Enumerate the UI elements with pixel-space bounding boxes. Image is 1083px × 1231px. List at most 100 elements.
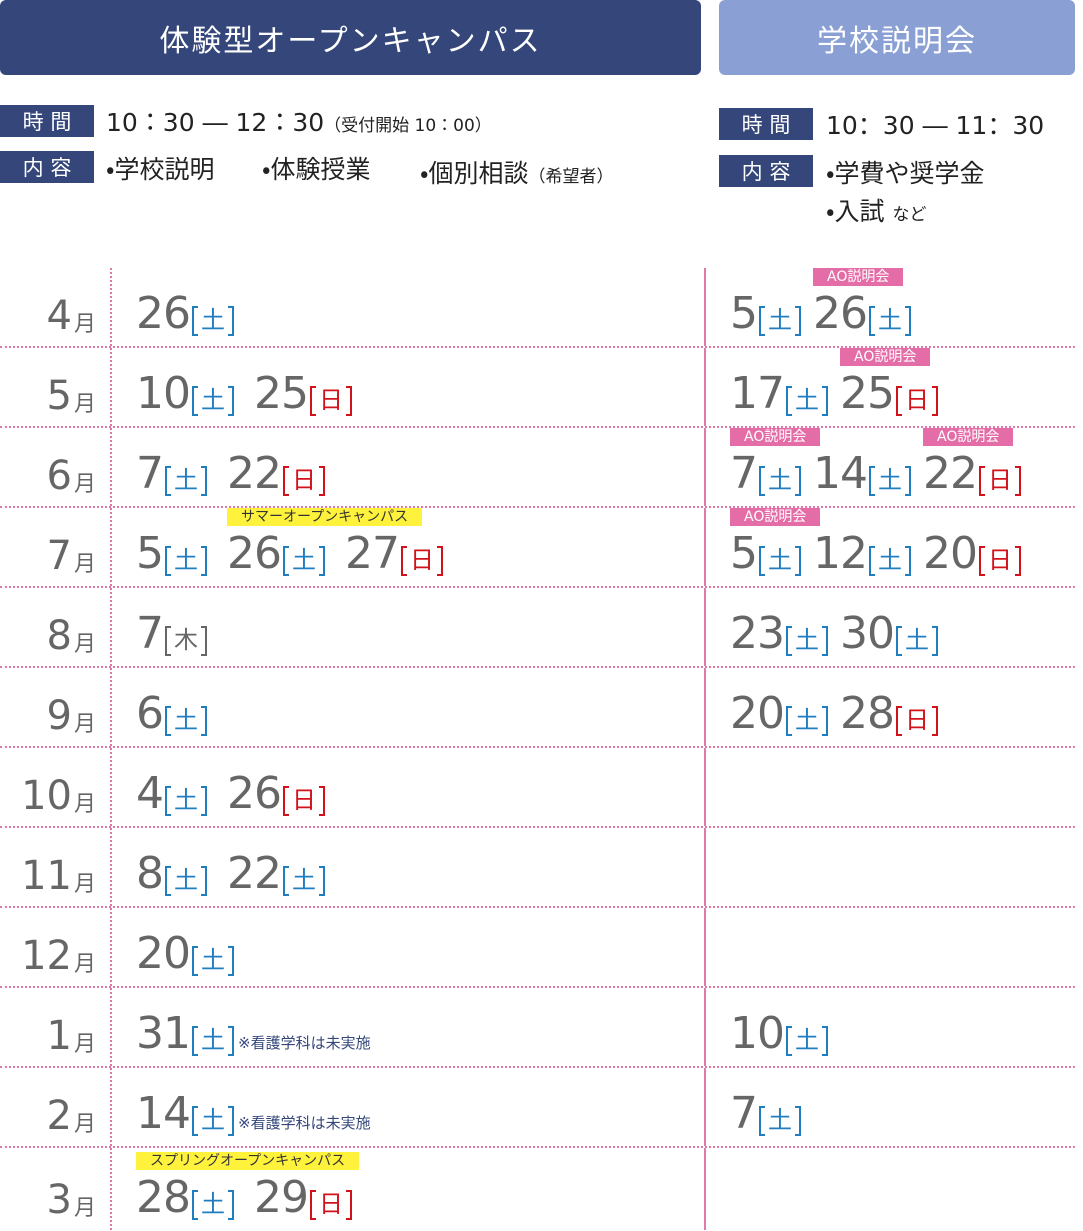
event-tag: スプリングオープンキャンパス [136, 1152, 360, 1170]
day: 23 [730, 608, 785, 659]
weekday: 土 [192, 306, 234, 336]
schedule-table: 4 月 26 土 5 土 26 土 AO説明会 5 月 10 土 25 日 17 土 25 日 AO説明会 6 月 7 土 22… [0, 268, 1075, 1230]
day: 27 [345, 528, 400, 579]
month-suffix: 月 [73, 632, 96, 657]
briefing-dates: 10 土 [706, 988, 1075, 1066]
date: 29 日 [254, 1176, 352, 1220]
weekday: 土 [283, 866, 325, 896]
date: 26 土 サマーオープンキャンパス [227, 508, 423, 576]
weekday: 土 [165, 786, 207, 816]
schedule-row: 11 月 8 土 22 土 [0, 828, 1075, 908]
time: 10：30 ― 12：30（受付開始 10：00） [106, 103, 492, 139]
month: 11 月 [0, 828, 112, 906]
content-item: ・入試 [826, 197, 885, 226]
schedule-row: 10 月 4 土 26 日 [0, 748, 1075, 828]
day: 7 [730, 448, 758, 499]
schedule-row: 3 月 28 土 スプリングオープンキャンパス 29 日 [0, 1148, 1075, 1230]
day: 22 [923, 448, 978, 499]
month-suffix: 月 [73, 1032, 96, 1057]
day: 4 [136, 768, 164, 819]
month-suffix: 月 [73, 872, 96, 897]
content-item: ・体験授業 [262, 155, 371, 184]
month-number: 6 [46, 453, 72, 499]
month-suffix: 月 [73, 392, 96, 417]
month-suffix: 月 [73, 952, 96, 977]
day: 5 [136, 528, 164, 579]
date: 14 土 [813, 452, 911, 496]
month: 12 月 [0, 908, 112, 986]
date: 22 土 [227, 852, 325, 896]
event-tag: AO説明会 [813, 268, 904, 286]
briefing-dates [706, 828, 1075, 906]
content-label: 内 容 [0, 151, 94, 183]
weekday: 日 [283, 466, 325, 496]
day: 28 [136, 1172, 191, 1223]
weekday: 土 [192, 1106, 234, 1136]
day: 7 [136, 448, 164, 499]
content-note: （希望者） [528, 167, 614, 187]
day: 12 [813, 528, 868, 579]
open-campus-dates: 31 土 ※看護学科は未実施 [112, 988, 706, 1066]
month-number: 7 [46, 533, 72, 579]
month-number: 1 [46, 1013, 72, 1059]
briefing-dates [706, 1148, 1075, 1230]
date: 28 日 [840, 692, 938, 736]
month-suffix: 月 [73, 792, 96, 817]
schedule-row: 2 月 14 土 ※看護学科は未実施 7 土 [0, 1068, 1075, 1148]
date: 25 日 [254, 372, 352, 416]
weekday: 土 [759, 1106, 801, 1136]
open-campus-dates: 7 土 22 日 [112, 428, 706, 506]
date: 31 土 ※看護学科は未実施 [136, 1012, 371, 1056]
open-campus-dates: 10 土 25 日 [112, 348, 706, 426]
date: 20 日 [923, 532, 1021, 576]
weekday: 土 [192, 946, 234, 976]
date: 26 土 AO説明会 [813, 268, 911, 339]
weekday: 土 [165, 466, 207, 496]
date: 22 日 AO説明会 [923, 428, 1021, 499]
date: 20 土 [730, 692, 828, 736]
month-suffix: 月 [73, 472, 96, 497]
note: ※看護学科は未実施 [238, 1114, 371, 1132]
date: 26 日 [227, 772, 325, 816]
weekday: 土 [192, 1190, 234, 1220]
day: 20 [923, 528, 978, 579]
day: 26 [813, 288, 868, 339]
day: 25 [840, 368, 895, 419]
weekday: 土 [869, 546, 911, 576]
note: ※看護学科は未実施 [238, 1034, 371, 1052]
day: 22 [227, 448, 282, 499]
day: 6 [136, 688, 164, 739]
day: 31 [136, 1008, 191, 1059]
day: 14 [136, 1088, 191, 1139]
schedule-row: 5 月 10 土 25 日 17 土 25 日 AO説明会 [0, 348, 1075, 428]
date: 20 土 [136, 932, 234, 976]
day: 20 [730, 688, 785, 739]
open-campus-dates: 5 土 26 土サマーオープンキャンパス 27 日 [112, 508, 706, 586]
weekday: 土 [165, 546, 207, 576]
weekday: 土 [786, 626, 828, 656]
time-note: （受付開始 10：00） [324, 116, 492, 136]
content-item: ・学校説明 [106, 155, 215, 184]
content: ・入試 など [826, 192, 926, 228]
day: 25 [254, 368, 309, 419]
day: 7 [730, 1088, 758, 1139]
day: 10 [730, 1008, 785, 1059]
month-number: 9 [46, 693, 72, 739]
weekday: 日 [979, 546, 1021, 576]
date: 10 土 [730, 1012, 828, 1056]
date: 5 土 AO説明会 [730, 508, 821, 576]
open-campus-dates: 26 土 [112, 268, 706, 346]
content: ・個別相談（希望者） [420, 154, 614, 190]
open-campus-dates: 14 土 ※看護学科は未実施 [112, 1068, 706, 1146]
weekday: 土 [283, 546, 325, 576]
content-label: 内 容 [719, 155, 813, 187]
weekday: 土 [869, 306, 911, 336]
